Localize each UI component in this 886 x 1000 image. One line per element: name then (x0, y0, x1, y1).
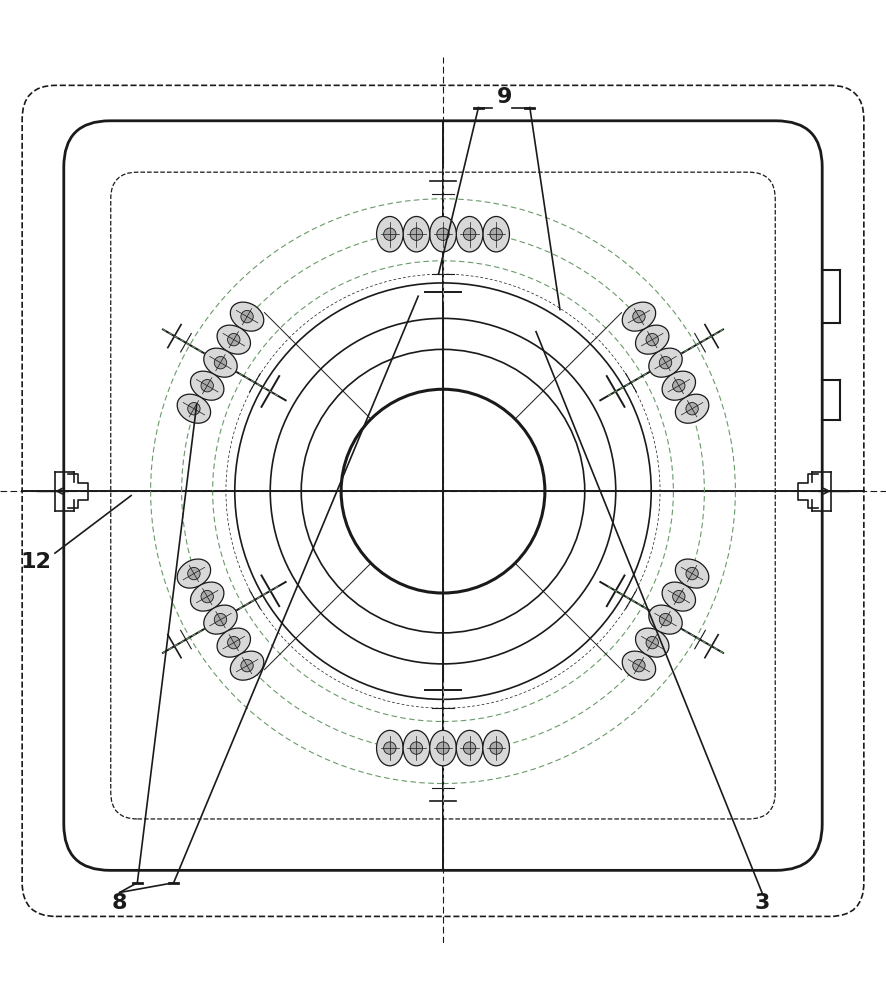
Circle shape (490, 228, 502, 240)
Circle shape (410, 742, 423, 754)
Ellipse shape (217, 325, 251, 354)
Ellipse shape (177, 559, 211, 588)
Ellipse shape (675, 394, 709, 423)
Circle shape (241, 310, 253, 323)
Ellipse shape (377, 730, 403, 766)
Ellipse shape (430, 216, 456, 252)
Circle shape (241, 659, 253, 672)
Circle shape (633, 659, 645, 672)
Ellipse shape (635, 325, 669, 354)
Circle shape (437, 742, 449, 754)
Circle shape (214, 613, 227, 626)
Ellipse shape (230, 302, 264, 331)
Circle shape (188, 567, 200, 580)
Ellipse shape (430, 730, 456, 766)
Ellipse shape (662, 371, 696, 400)
Circle shape (659, 356, 672, 369)
Circle shape (463, 228, 476, 240)
Ellipse shape (403, 216, 430, 252)
Circle shape (672, 590, 685, 603)
Circle shape (228, 333, 240, 346)
Ellipse shape (456, 216, 483, 252)
Ellipse shape (635, 628, 669, 657)
Circle shape (672, 379, 685, 392)
Circle shape (633, 310, 645, 323)
Text: 3: 3 (754, 893, 770, 913)
Ellipse shape (456, 730, 483, 766)
Circle shape (188, 403, 200, 415)
Circle shape (490, 742, 502, 754)
Ellipse shape (204, 348, 237, 377)
Circle shape (201, 379, 214, 392)
Ellipse shape (622, 302, 656, 331)
Circle shape (410, 228, 423, 240)
Text: 9: 9 (497, 87, 513, 107)
Circle shape (214, 356, 227, 369)
Ellipse shape (230, 651, 264, 680)
Ellipse shape (649, 605, 682, 634)
Ellipse shape (190, 582, 224, 611)
Ellipse shape (483, 730, 509, 766)
Ellipse shape (217, 628, 251, 657)
Text: 8: 8 (112, 893, 128, 913)
Circle shape (659, 613, 672, 626)
Ellipse shape (377, 216, 403, 252)
Text: 12: 12 (20, 552, 51, 572)
Circle shape (384, 228, 396, 240)
Ellipse shape (177, 394, 211, 423)
Ellipse shape (403, 730, 430, 766)
Circle shape (384, 742, 396, 754)
Ellipse shape (204, 605, 237, 634)
Circle shape (463, 742, 476, 754)
Circle shape (646, 333, 658, 346)
Circle shape (686, 567, 698, 580)
Circle shape (228, 636, 240, 649)
Circle shape (437, 228, 449, 240)
Ellipse shape (622, 651, 656, 680)
Circle shape (646, 636, 658, 649)
Ellipse shape (675, 559, 709, 588)
Ellipse shape (190, 371, 224, 400)
Circle shape (201, 590, 214, 603)
Ellipse shape (649, 348, 682, 377)
Ellipse shape (662, 582, 696, 611)
Ellipse shape (483, 216, 509, 252)
Circle shape (686, 403, 698, 415)
